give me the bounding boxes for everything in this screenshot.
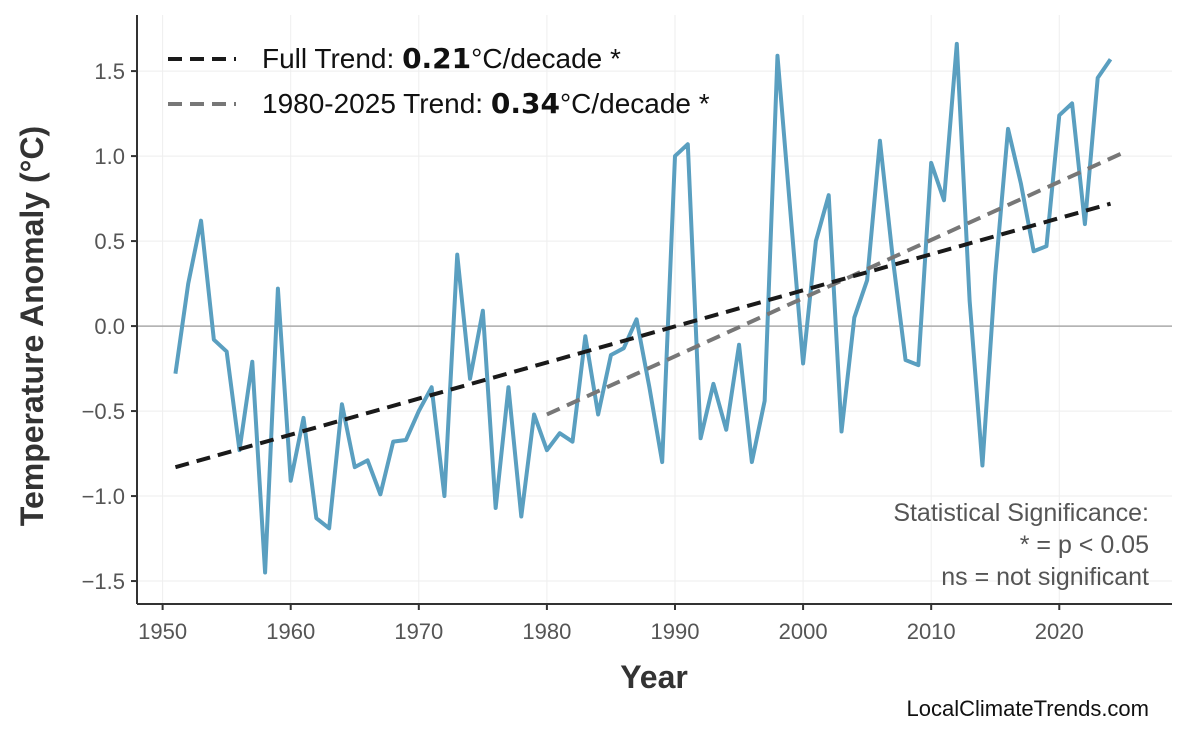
x-tick-label: 2000 — [779, 619, 828, 644]
full-trend-line — [174, 201, 1112, 470]
legend-label-full-trend: Full Trend: 0.21°C/decade * — [262, 42, 621, 75]
x-tick-label: 2010 — [907, 619, 956, 644]
x-tick-label: 2020 — [1035, 619, 1084, 644]
x-tick-label: 1990 — [651, 619, 700, 644]
y-tick-label: 0.0 — [94, 314, 125, 339]
trends-group — [174, 150, 1125, 470]
x-tick-label: 1980 — [522, 619, 571, 644]
series-group — [173, 41, 1113, 575]
axes: 1950 1960 1970 1980 1990 2000 2010 2020 −1.5 −1.0… — [82, 15, 1172, 644]
x-tick-label: 1950 — [138, 619, 187, 644]
anomaly-series-line — [173, 41, 1113, 575]
y-tick-label: 1.5 — [94, 59, 125, 84]
y-tick-label: −1.5 — [82, 569, 125, 594]
x-tick-label: 1960 — [266, 619, 315, 644]
y-tick-label: 1.0 — [94, 144, 125, 169]
annotation-significance-ns: ns = not significant — [941, 563, 1149, 591]
legend: Full Trend: 0.21°C/decade * 1980-2025 Tr… — [168, 42, 710, 120]
annotation-significance-p: * = p < 0.05 — [1020, 531, 1149, 559]
x-axis-label: Year — [620, 659, 688, 695]
y-tick-label: −1.0 — [82, 484, 125, 509]
y-axis-label: Temperature Anomaly (°C) — [14, 126, 50, 526]
x-tick-label: 1970 — [394, 619, 443, 644]
y-tick-label: 0.5 — [94, 229, 125, 254]
y-tick-label: −0.5 — [82, 399, 125, 424]
annotation-significance-title: Statistical Significance: — [893, 499, 1149, 527]
recent-trend-line — [546, 150, 1125, 417]
credit-text: LocalClimateTrends.com — [907, 696, 1150, 721]
legend-label-recent-trend: 1980-2025 Trend: 0.34°C/decade * — [262, 87, 710, 120]
